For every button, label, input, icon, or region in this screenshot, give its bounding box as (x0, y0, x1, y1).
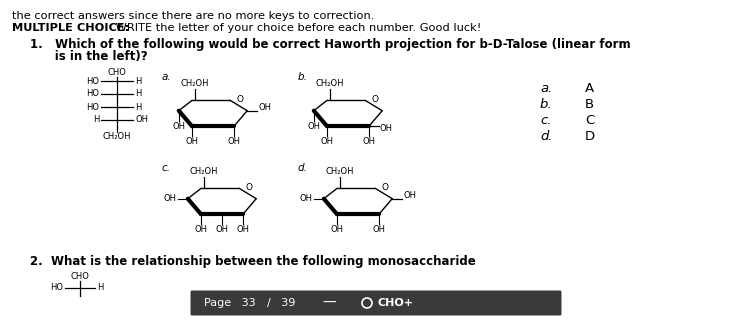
Text: O: O (381, 183, 388, 193)
Text: OH: OH (404, 191, 416, 200)
Text: b.: b. (540, 98, 553, 111)
Text: OH: OH (236, 225, 250, 234)
Text: CH₂OH: CH₂OH (181, 79, 209, 88)
Text: 2.  What is the relationship between the following monosaccharide: 2. What is the relationship between the … (30, 255, 476, 268)
Text: OH: OH (308, 122, 320, 131)
Text: OH: OH (258, 103, 272, 112)
Text: 1.   Which of the following would be correct Haworth projection for b-D-Talose (: 1. Which of the following would be corre… (30, 38, 631, 51)
Text: OH: OH (331, 225, 344, 234)
Text: OH: OH (185, 137, 199, 146)
Text: A: A (585, 82, 594, 95)
Text: H: H (135, 76, 141, 86)
Text: OH: OH (300, 194, 313, 203)
Text: B: B (585, 98, 594, 111)
Text: O: O (371, 95, 378, 105)
Text: OH: OH (164, 194, 177, 203)
Text: c.: c. (540, 114, 551, 127)
Text: OH: OH (215, 225, 229, 234)
Text: OH: OH (320, 137, 334, 146)
Text: OH: OH (227, 137, 241, 146)
Text: H: H (135, 90, 141, 98)
Text: CH₂OH: CH₂OH (190, 167, 218, 176)
Text: O: O (236, 95, 243, 105)
Text: OH: OH (373, 225, 386, 234)
Text: H: H (135, 102, 141, 112)
Text: MULTIPLE CHOICE:: MULTIPLE CHOICE: (12, 23, 129, 33)
Text: a.: a. (162, 72, 172, 82)
Text: d.: d. (298, 163, 307, 173)
Text: Page   33: Page 33 (204, 298, 256, 308)
Text: O: O (245, 183, 252, 193)
Text: OH: OH (135, 115, 148, 125)
Text: H: H (97, 283, 104, 293)
Text: CHO: CHO (107, 68, 127, 77)
Text: HO: HO (86, 76, 99, 86)
Text: CH₂OH: CH₂OH (326, 167, 354, 176)
Text: a.: a. (540, 82, 552, 95)
Text: /   39: / 39 (267, 298, 296, 308)
Text: OH: OH (362, 137, 376, 146)
Text: HO: HO (86, 102, 99, 112)
Text: OH: OH (194, 225, 208, 234)
Text: OH: OH (380, 124, 393, 133)
Text: CHO+: CHO+ (378, 298, 414, 308)
Text: D: D (585, 130, 596, 143)
Text: CH₂OH: CH₂OH (316, 79, 344, 88)
Text: b.: b. (298, 72, 307, 82)
Text: CHO: CHO (70, 272, 89, 281)
Text: HO: HO (86, 90, 99, 98)
Text: H: H (93, 115, 99, 125)
Text: the correct answers since there are no more keys to correction.: the correct answers since there are no m… (12, 11, 374, 21)
Text: d.: d. (540, 130, 553, 143)
Text: OH: OH (172, 122, 185, 131)
Text: HO: HO (50, 283, 63, 293)
Text: CH₂OH: CH₂OH (103, 132, 131, 141)
Text: —: — (322, 296, 336, 310)
Text: WRITE the letter of your choice before each number. Good luck!: WRITE the letter of your choice before e… (112, 23, 482, 33)
Text: c.: c. (162, 163, 171, 173)
FancyBboxPatch shape (190, 291, 562, 316)
Text: is in the left)?: is in the left)? (30, 50, 148, 63)
Text: C: C (585, 114, 594, 127)
